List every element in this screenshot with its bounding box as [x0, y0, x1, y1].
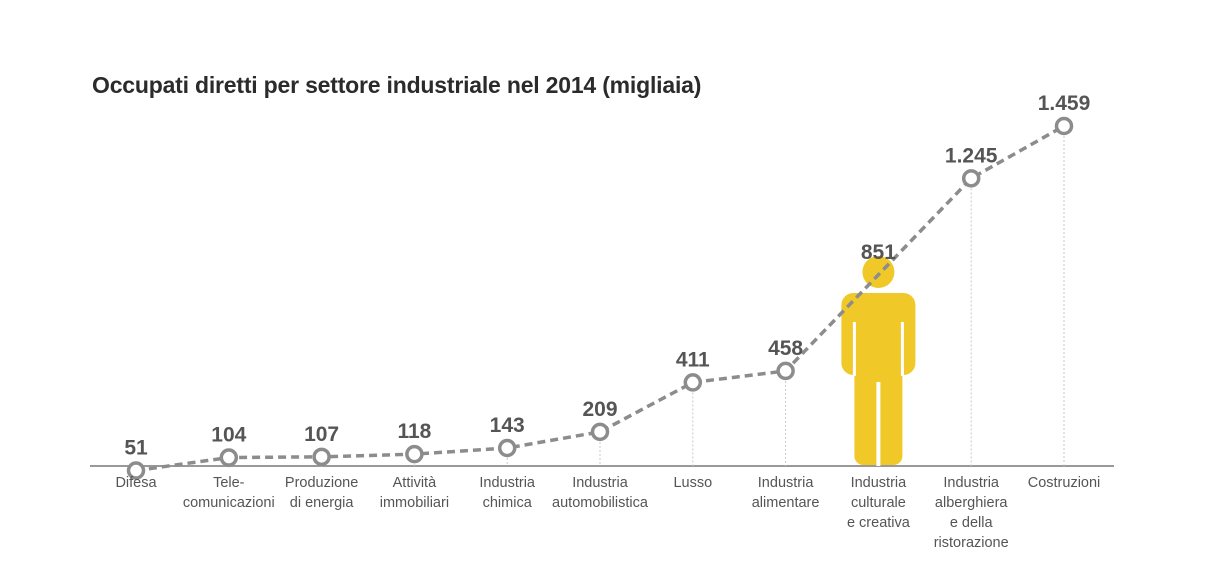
category-label-line: Industria: [943, 475, 1000, 491]
category-label-line: e della: [950, 515, 994, 531]
data-point: [126, 461, 146, 480]
category-label: Industria alberghiera e della ristorazione: [934, 475, 1009, 551]
category-label-line: ristorazione: [934, 535, 1009, 551]
chart-title: Occupati diretti per settore industriale…: [92, 72, 702, 98]
category-label: Industria chimica: [479, 475, 536, 511]
data-point: [219, 448, 239, 467]
category-label-line: Attività: [393, 475, 437, 491]
category-label-line: Lusso: [673, 475, 712, 491]
category-label-line: Produzione: [285, 475, 358, 491]
category-label-line: immobiliari: [380, 495, 449, 511]
category-label-line: Industria: [479, 475, 536, 491]
category-label: Attività immobiliari: [380, 475, 449, 511]
category-label-line: Costruzioni: [1028, 475, 1101, 491]
category-label-line: culturale: [851, 495, 906, 511]
category-label: Costruzioni: [1028, 475, 1101, 491]
category-label-line: Difesa: [115, 475, 157, 491]
person-icon: [841, 256, 916, 466]
category-label-line: alimentare: [752, 495, 820, 511]
value-label: 118: [397, 420, 431, 443]
category-label: Industria alimentare: [752, 475, 820, 511]
category-label-line: automobilistica: [552, 495, 649, 511]
category-label-line: Tele-: [213, 475, 245, 491]
value-labels: 51 104 107 118 143 209 411 458 851 1.245 1.459: [124, 92, 1090, 460]
category-label: Produzione di energia: [285, 475, 358, 511]
value-label: 104: [211, 424, 246, 447]
data-point: [683, 373, 703, 392]
category-label-line: e creativa: [847, 515, 911, 531]
data-point: [312, 447, 331, 467]
value-label: 51: [124, 437, 148, 460]
data-point: [961, 169, 981, 188]
category-label-line: comunicazioni: [183, 495, 275, 511]
value-label: 458: [768, 337, 803, 360]
data-points: [126, 116, 1074, 480]
value-label: 1.459: [1038, 92, 1091, 115]
value-label: 851: [861, 241, 896, 264]
category-label-line: chimica: [483, 495, 533, 511]
value-label: 209: [582, 398, 617, 421]
data-point: [497, 438, 517, 458]
category-label: Lusso: [673, 475, 712, 491]
category-labels: Difesa Tele-comunicazioni Produzione di ene…: [115, 475, 1100, 551]
category-label-line: Industria: [758, 475, 815, 491]
value-label: 1.245: [945, 144, 998, 167]
category-label: Tele-comunicazioni: [183, 475, 275, 511]
category-label-line: Industria: [851, 475, 908, 491]
category-label: Industria culturale e creativa: [847, 475, 911, 531]
value-label: 143: [490, 414, 525, 437]
category-label: Industria automobilistica: [552, 475, 649, 511]
data-point: [776, 361, 795, 381]
category-label: Difesa: [115, 475, 157, 491]
data-point: [405, 444, 424, 464]
value-label: 411: [676, 348, 710, 371]
category-label-line: Industria: [572, 475, 629, 491]
category-label-line: alberghiera: [935, 495, 1008, 511]
category-label-line: di energia: [290, 495, 355, 511]
value-label: 107: [304, 423, 339, 446]
data-point: [590, 422, 610, 442]
data-point: [1054, 116, 1074, 136]
